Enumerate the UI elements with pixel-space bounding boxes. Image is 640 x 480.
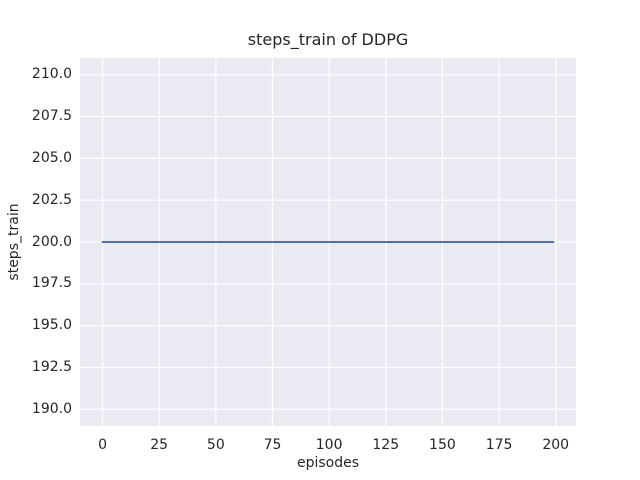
y-tick-label: 202.5 xyxy=(31,191,72,208)
chart-title: steps_train of DDPG xyxy=(247,30,409,49)
x-tick-label: 200 xyxy=(542,437,570,453)
x-tick-label: 25 xyxy=(150,437,169,453)
x-axis-label: episodes xyxy=(296,455,360,471)
y-tick-label: 207.5 xyxy=(31,108,72,125)
y-tick-label: 210.0 xyxy=(31,66,72,83)
y-tick-label: 205.0 xyxy=(31,149,72,166)
x-tick-label: 125 xyxy=(372,437,400,453)
x-tick-label: 50 xyxy=(206,437,225,453)
y-tick-label: 190.0 xyxy=(31,400,72,417)
y-tick-label: 195.0 xyxy=(31,317,72,334)
x-tick-label: 175 xyxy=(485,437,513,453)
x-tick-label: 0 xyxy=(98,437,107,453)
x-tick-label: 75 xyxy=(263,437,282,453)
x-tick-label: 100 xyxy=(315,437,343,453)
x-tick-label: 150 xyxy=(429,437,456,453)
y-tick-label: 192.5 xyxy=(31,358,72,375)
y-tick-label: 200.0 xyxy=(31,233,72,250)
y-tick-label: 197.5 xyxy=(31,275,72,292)
